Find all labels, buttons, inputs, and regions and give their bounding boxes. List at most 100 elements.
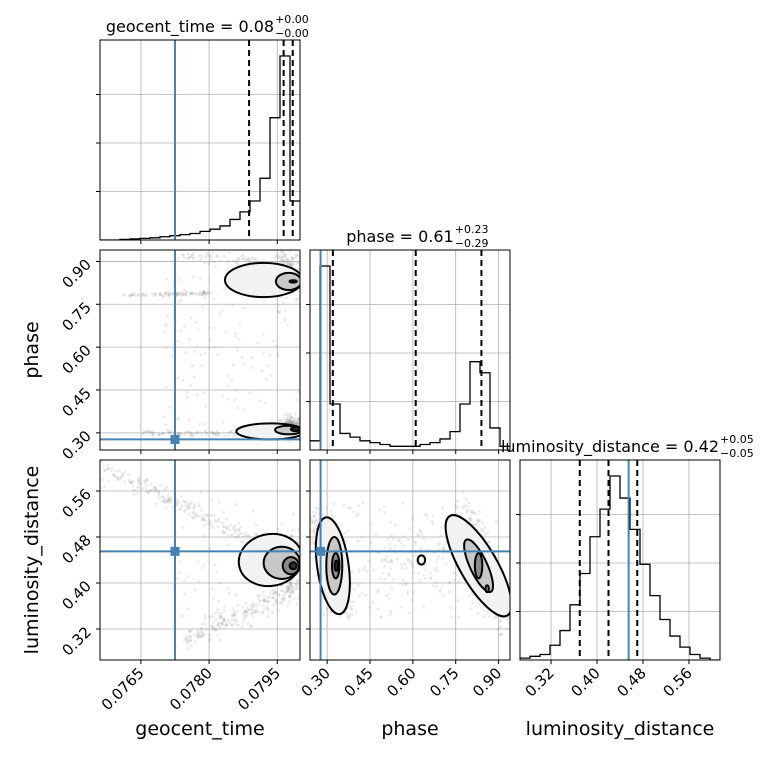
sample-point bbox=[204, 405, 208, 409]
sample-point bbox=[177, 278, 181, 282]
sample-point bbox=[278, 259, 282, 263]
sample-point bbox=[114, 469, 118, 473]
sample-point bbox=[186, 252, 190, 256]
sample-point bbox=[228, 528, 232, 532]
sample-point bbox=[213, 627, 217, 631]
sample-point bbox=[136, 478, 140, 482]
sample-point bbox=[283, 592, 287, 596]
sample-point bbox=[208, 523, 212, 527]
sample-point bbox=[142, 429, 146, 433]
sample-point bbox=[146, 491, 150, 495]
sample-point bbox=[197, 292, 201, 296]
sample-point bbox=[178, 560, 182, 564]
sample-point bbox=[251, 603, 255, 607]
sample-point bbox=[193, 292, 197, 296]
sample-point bbox=[144, 429, 148, 433]
sample-point bbox=[262, 599, 266, 603]
sample-point bbox=[358, 581, 362, 585]
sample-point bbox=[313, 519, 317, 523]
sample-point bbox=[207, 521, 211, 525]
sample-point bbox=[244, 609, 248, 613]
sample-point bbox=[476, 611, 480, 615]
sample-point bbox=[291, 528, 295, 532]
sample-point bbox=[430, 520, 434, 524]
sample-point bbox=[473, 523, 477, 527]
sample-point bbox=[168, 431, 172, 435]
sample-point bbox=[230, 378, 234, 382]
sample-point bbox=[302, 504, 305, 507]
sample-point bbox=[286, 587, 290, 591]
sample-point bbox=[237, 529, 241, 533]
sample-point bbox=[222, 618, 226, 622]
sample-point bbox=[263, 401, 267, 405]
sample-point bbox=[249, 256, 253, 260]
sample-point bbox=[287, 600, 291, 604]
sample-point bbox=[231, 526, 235, 530]
sample-point bbox=[148, 488, 152, 492]
sample-point bbox=[162, 500, 166, 504]
sample-point bbox=[255, 533, 259, 537]
sample-point bbox=[208, 638, 212, 642]
sample-point bbox=[167, 431, 171, 435]
sample-point bbox=[280, 599, 284, 603]
density-contour bbox=[288, 279, 298, 284]
sample-point bbox=[203, 429, 207, 433]
sample-point bbox=[233, 259, 237, 263]
title-minus-phase: −0.29 bbox=[455, 237, 489, 250]
sample-point bbox=[469, 517, 473, 521]
sample-point bbox=[367, 559, 371, 563]
sample-point bbox=[190, 435, 194, 439]
sample-point bbox=[191, 516, 195, 520]
sample-point bbox=[225, 622, 229, 626]
sample-point bbox=[456, 505, 460, 509]
sample-point bbox=[476, 601, 480, 605]
sample-point bbox=[248, 608, 252, 612]
sample-point bbox=[154, 488, 158, 492]
sample-point bbox=[176, 376, 180, 380]
sample-point bbox=[285, 260, 289, 264]
sample-point bbox=[258, 599, 262, 603]
sample-point bbox=[137, 293, 141, 297]
sample-point bbox=[237, 337, 241, 341]
sample-point bbox=[242, 306, 246, 310]
sample-point bbox=[151, 433, 155, 437]
sample-point bbox=[419, 546, 423, 550]
sample-point bbox=[442, 547, 446, 551]
sample-point bbox=[297, 422, 300, 426]
sample-point bbox=[207, 639, 211, 643]
sample-point bbox=[304, 566, 307, 569]
sample-point bbox=[206, 293, 210, 297]
sample-point bbox=[302, 554, 305, 557]
sample-point bbox=[219, 520, 223, 524]
sample-point bbox=[291, 419, 295, 423]
sample-point bbox=[384, 555, 388, 559]
y-tick-label-phase: 0.60 bbox=[58, 341, 94, 377]
sample-point bbox=[288, 595, 292, 599]
sample-point bbox=[144, 293, 148, 297]
sample-point bbox=[236, 262, 240, 266]
sample-point bbox=[240, 255, 244, 259]
sample-point bbox=[280, 295, 284, 299]
sample-point bbox=[498, 620, 502, 624]
sample-point bbox=[152, 294, 156, 298]
sample-point bbox=[295, 578, 299, 582]
sample-point bbox=[182, 638, 186, 642]
sample-point bbox=[228, 430, 232, 434]
sample-point bbox=[131, 293, 135, 297]
sample-point bbox=[251, 509, 255, 513]
sample-point bbox=[467, 517, 471, 521]
sample-point bbox=[131, 479, 135, 483]
sample-point bbox=[123, 480, 127, 484]
sample-point bbox=[400, 583, 404, 587]
sample-point bbox=[187, 338, 191, 342]
sample-point bbox=[285, 589, 289, 593]
sample-point bbox=[345, 614, 349, 618]
sample-point bbox=[412, 540, 416, 544]
sample-point bbox=[450, 615, 454, 619]
sample-point bbox=[226, 618, 230, 622]
sample-point bbox=[171, 354, 175, 358]
sample-point bbox=[181, 499, 185, 503]
sample-point bbox=[221, 531, 225, 535]
sample-point bbox=[429, 571, 433, 575]
sample-point bbox=[412, 554, 416, 558]
